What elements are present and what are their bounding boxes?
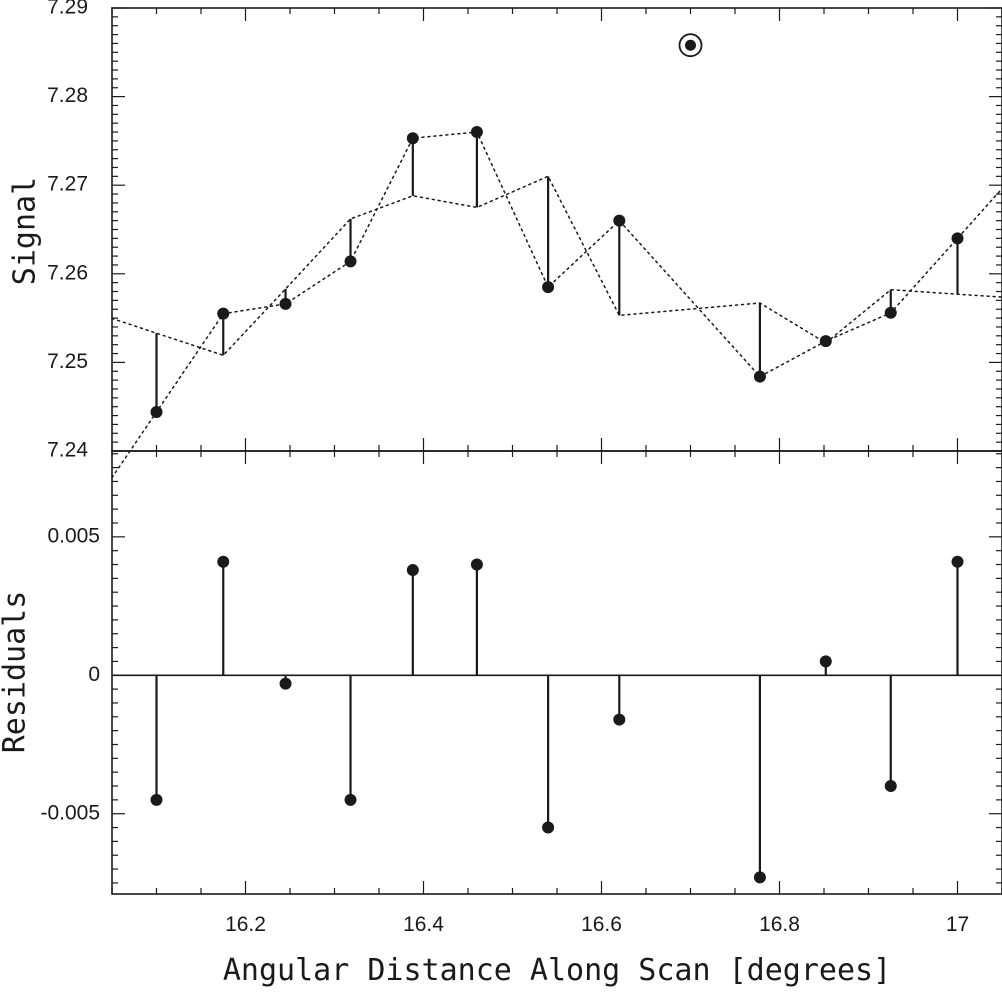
observed-point xyxy=(217,307,230,320)
residual-point xyxy=(217,555,230,568)
observed-point xyxy=(753,370,766,383)
bottom-panel-frame xyxy=(111,450,1002,895)
top-y-axis-label: Signal xyxy=(8,177,43,285)
observed-dotted-line xyxy=(111,131,1002,479)
observed-point xyxy=(884,306,897,319)
x-tick-label: 17 xyxy=(946,913,969,936)
y-tick-label: 7.25 xyxy=(47,350,88,373)
observed-point xyxy=(542,281,555,294)
residual-point xyxy=(406,564,419,577)
residual-point xyxy=(819,655,832,668)
residual-point xyxy=(344,793,357,806)
outlier-ring xyxy=(678,33,703,58)
observed-point xyxy=(344,255,357,268)
y-tick-label: 7.24 xyxy=(47,439,88,462)
observed-point xyxy=(613,214,626,227)
bottom-panel-ticks: -0.005 0 0.005 16.2 16.4 16.6 16.8 17 xyxy=(40,451,1002,936)
observed-point xyxy=(951,232,964,245)
outlier-point xyxy=(685,39,696,51)
y-tick-label: 7.28 xyxy=(47,84,88,107)
model-dotted-line xyxy=(111,175,1002,357)
observed-point xyxy=(150,406,163,419)
residual-point xyxy=(753,871,766,884)
top-panel-frame xyxy=(111,7,1002,452)
x-axis-label: Angular Distance Along Scan [degrees] xyxy=(223,953,891,987)
top-panel-marks xyxy=(111,33,1002,479)
y-tick-label: 7.29 xyxy=(47,0,88,19)
y-tick-label: 0 xyxy=(88,663,100,686)
residual-point xyxy=(150,793,163,806)
residual-point xyxy=(542,821,555,834)
observed-point xyxy=(470,126,483,139)
y-tick-label: 0.005 xyxy=(47,524,100,547)
x-tick-label: 16.2 xyxy=(225,913,266,936)
residual-point xyxy=(470,558,483,571)
x-tick-label: 16.6 xyxy=(581,913,622,936)
bottom-panel-marks xyxy=(112,555,1002,884)
residual-point xyxy=(951,555,964,568)
x-tick-label: 16.8 xyxy=(759,913,800,936)
y-tick-label: 7.27 xyxy=(47,173,88,196)
observed-point xyxy=(406,132,419,145)
residual-point xyxy=(884,780,897,793)
observed-point xyxy=(279,297,292,310)
y-tick-label: 7.26 xyxy=(47,261,88,284)
residual-point xyxy=(613,713,626,726)
observed-point xyxy=(819,335,832,348)
top-panel-ticks: 7.24 7.25 7.26 7.27 7.28 7.29 xyxy=(47,0,1002,462)
bottom-y-axis-label: Residuals xyxy=(0,591,33,754)
y-tick-label: -0.005 xyxy=(40,801,100,824)
x-tick-label: 16.4 xyxy=(403,913,444,936)
residual-point xyxy=(279,677,292,690)
